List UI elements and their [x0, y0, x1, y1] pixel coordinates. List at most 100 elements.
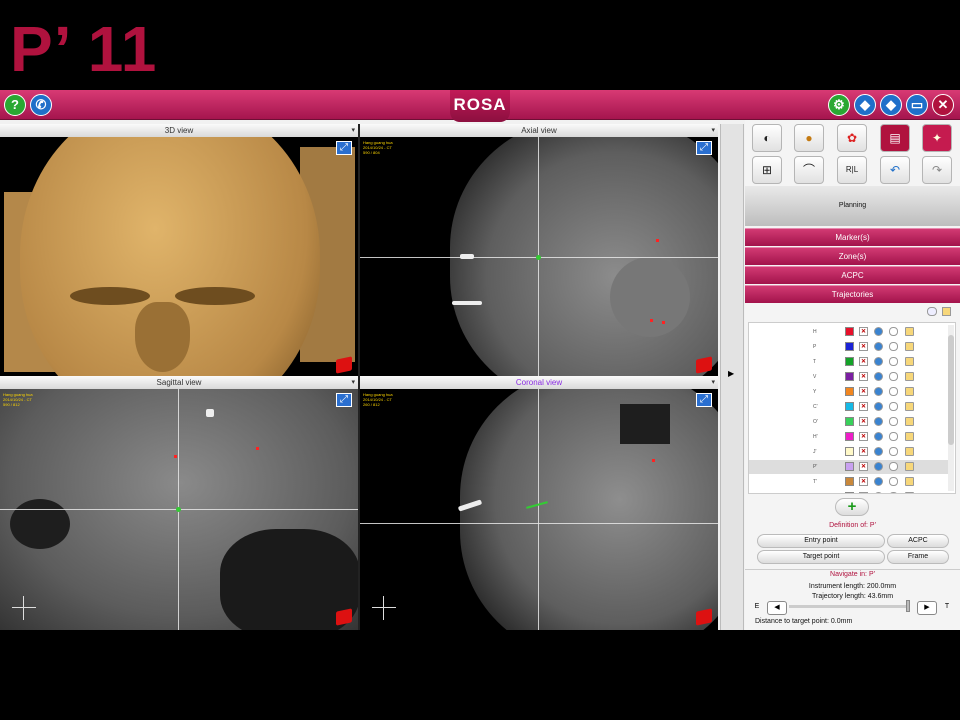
delete-icon[interactable]: ✕ [859, 372, 868, 381]
undo-icon[interactable]: ↶ [880, 156, 910, 184]
panel-collapse-bar[interactable]: ▶ [720, 124, 744, 630]
view-icon[interactable] [889, 387, 898, 396]
help-icon[interactable]: ? [4, 94, 26, 116]
trajectory-color-swatch[interactable] [845, 342, 854, 351]
dropdown-arrow-icon[interactable]: ▾ [351, 127, 355, 134]
visibility-all-icon[interactable] [927, 307, 937, 316]
view-icon[interactable] [889, 417, 898, 426]
monitor-icon[interactable]: ▭ [906, 94, 928, 116]
delete-icon[interactable]: ✕ [859, 462, 868, 471]
eye-icon[interactable] [874, 402, 883, 411]
delete-icon[interactable]: ✕ [859, 477, 868, 486]
delete-icon[interactable]: ✕ [859, 327, 868, 336]
delete-icon[interactable]: ✕ [859, 447, 868, 456]
trajectory-row[interactable]: H' ✕ [749, 430, 949, 444]
view-3d-pane[interactable]: 3D view ▾ ⤢ [0, 124, 358, 378]
trajectory-row[interactable]: P' ✕ [749, 460, 949, 474]
axial-view-header[interactable]: Axial view ▾ [360, 124, 718, 137]
curve-icon[interactable]: ⌒ [794, 156, 824, 184]
section-acpc[interactable]: ACPC [745, 266, 960, 284]
lock-icon[interactable] [905, 447, 914, 456]
dropdown-arrow-icon[interactable]: ▾ [711, 127, 715, 134]
view-3d-header[interactable]: 3D view ▾ [0, 124, 358, 137]
trajectory-color-swatch[interactable] [845, 462, 854, 471]
eye-icon[interactable] [874, 447, 883, 456]
trajectory-slider[interactable] [789, 605, 909, 608]
eye-icon[interactable] [874, 342, 883, 351]
maximize-icon[interactable]: ⤢ [696, 393, 712, 407]
collapse-arrow-icon[interactable]: ▶ [728, 369, 735, 378]
eye-icon[interactable] [874, 432, 883, 441]
delete-icon[interactable]: ✕ [859, 417, 868, 426]
grid-icon[interactable]: ⊞ [752, 156, 782, 184]
view-3d-canvas[interactable]: ⤢ [0, 137, 358, 378]
trajectory-color-swatch[interactable] [845, 447, 854, 456]
dropdown-arrow-icon[interactable]: ▾ [711, 379, 715, 386]
trajectory-row[interactable]: Y ✕ [749, 385, 949, 399]
view-icon[interactable] [889, 462, 898, 471]
delete-icon[interactable]: ✕ [859, 402, 868, 411]
trajectory-row[interactable]: T ✕ [749, 355, 949, 369]
trajectory-row[interactable]: V ✕ [749, 370, 949, 384]
trajectory-row[interactable]: O' ✕ [749, 415, 949, 429]
trajectory-color-swatch[interactable] [845, 387, 854, 396]
dial-icon[interactable]: ◐ [752, 124, 782, 152]
phone-icon[interactable]: ✆ [30, 94, 52, 116]
maximize-icon[interactable]: ⤢ [336, 393, 352, 407]
maximize-icon[interactable]: ⤢ [336, 141, 352, 155]
lock-icon[interactable] [905, 402, 914, 411]
trajectory-color-swatch[interactable] [845, 477, 854, 486]
trajectory-row[interactable]: P ✕ [749, 340, 949, 354]
sagittal-view-header[interactable]: Sagittal view ▾ [0, 376, 358, 389]
lock-icon[interactable] [905, 387, 914, 396]
robot-icon[interactable]: ✦ [922, 124, 952, 152]
coronal-view-canvas[interactable]: Hang guang hua 2014/10/24 - CT 260 / 812… [360, 389, 718, 630]
delete-icon[interactable]: ✕ [859, 492, 868, 493]
view-icon[interactable] [889, 357, 898, 366]
lock-icon[interactable] [905, 492, 914, 493]
section-trajectories[interactable]: Trajectories [745, 285, 960, 303]
view-icon[interactable] [889, 447, 898, 456]
target-point-button[interactable]: Target point [757, 550, 885, 564]
coronal-view-header[interactable]: Coronal view ▾ [360, 376, 718, 389]
lock-icon[interactable] [905, 372, 914, 381]
orientation-icon[interactable] [696, 356, 712, 374]
lock-icon[interactable] [905, 462, 914, 471]
step-forward-button[interactable]: ▶ [917, 601, 937, 615]
trajectory-color-swatch[interactable] [845, 402, 854, 411]
eye-icon[interactable] [874, 327, 883, 336]
screen-icon[interactable]: ▤ [880, 124, 910, 152]
lock-icon[interactable] [905, 432, 914, 441]
sagittal-view-pane[interactable]: Sagittal view ▾ Hang guang hua 2014/10/24… [0, 376, 358, 630]
trajectory-row[interactable]: T' ✕ [749, 475, 949, 489]
rl-icon[interactable]: R|L [837, 156, 867, 184]
delete-icon[interactable]: ✕ [859, 357, 868, 366]
trajectory-row[interactable]: V'✕ [749, 490, 949, 493]
section-zones[interactable]: Zone(s) [745, 247, 960, 265]
slider-handle[interactable] [906, 600, 910, 612]
nav-diamond-2-icon[interactable]: ◆ [880, 94, 902, 116]
entry-point-button[interactable]: Entry point [757, 534, 885, 548]
view-icon[interactable] [889, 327, 898, 336]
trajectory-list[interactable]: H✕P✕T✕V✕Y✕C'✕O'✕H'✕J'✕P'✕T'✕V'✕ [748, 322, 956, 494]
dropdown-arrow-icon[interactable]: ▾ [351, 379, 355, 386]
lock-icon[interactable] [905, 477, 914, 486]
delete-icon[interactable]: ✕ [859, 387, 868, 396]
trajectory-color-swatch[interactable] [845, 357, 854, 366]
frame-button[interactable]: Frame [887, 550, 949, 564]
eye-icon[interactable] [874, 417, 883, 426]
axial-view-canvas[interactable]: Hang guang hua 2014/10/24 - CT 590 / 804… [360, 137, 718, 378]
delete-icon[interactable]: ✕ [859, 432, 868, 441]
trajectory-row[interactable]: H ✕ [749, 325, 949, 339]
brain-icon[interactable]: ✿ [837, 124, 867, 152]
section-markers[interactable]: Marker(s) [745, 228, 960, 246]
view-icon[interactable] [889, 402, 898, 411]
lock-all-icon[interactable] [942, 307, 951, 316]
eye-icon[interactable] [874, 372, 883, 381]
trajectory-color-swatch[interactable] [845, 417, 854, 426]
acpc-button[interactable]: ACPC [887, 534, 949, 548]
sagittal-view-canvas[interactable]: Hang guang hua 2014/10/24 - CT 590 / 812… [0, 389, 358, 630]
eye-icon[interactable] [874, 462, 883, 471]
trajectory-color-swatch[interactable] [845, 432, 854, 441]
step-back-button[interactable]: ◀ [767, 601, 787, 615]
